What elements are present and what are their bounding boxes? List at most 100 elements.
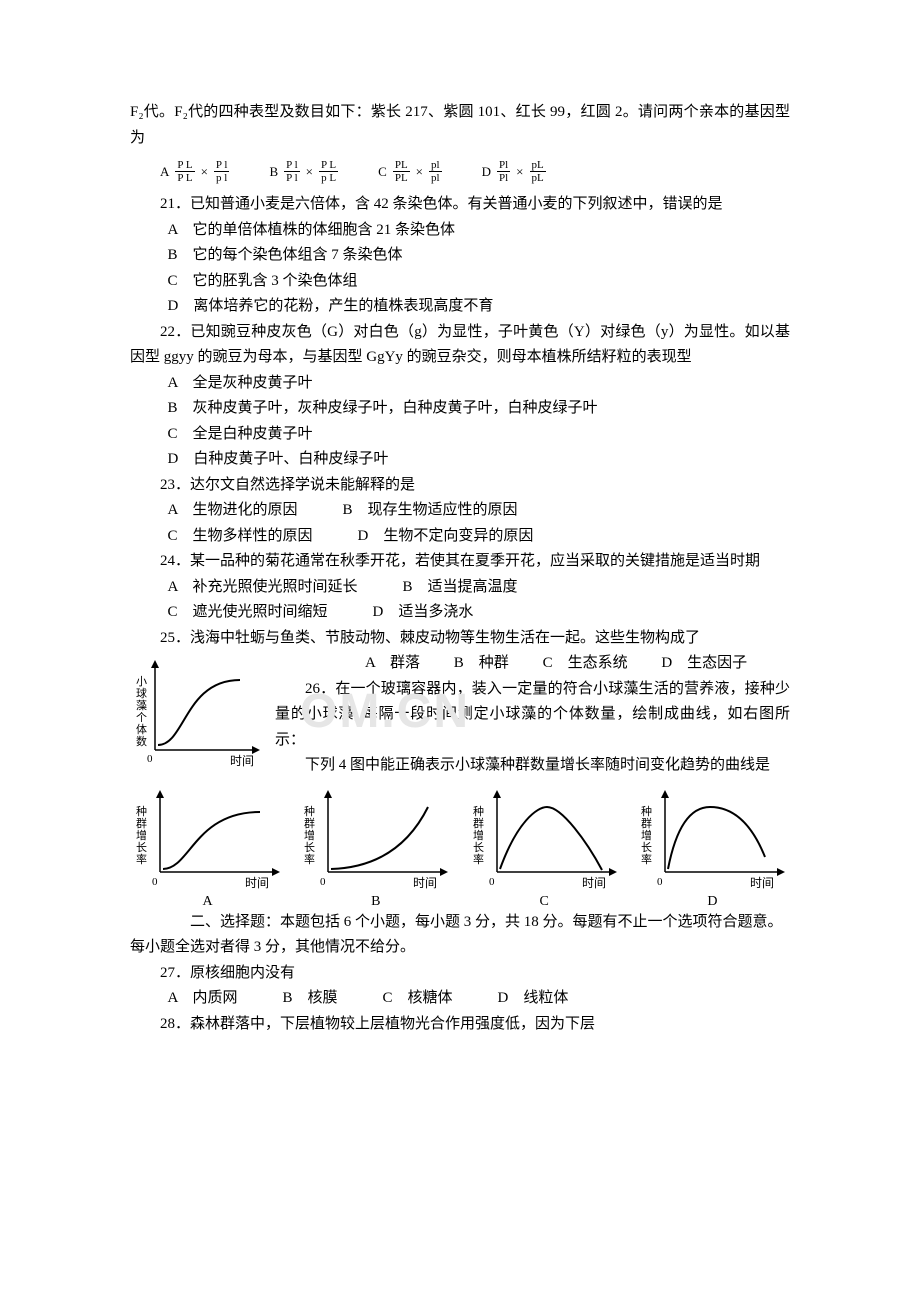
- svg-text:率: 率: [136, 852, 147, 866]
- mini-charts-row: 种 群 增 长 率 0 时间 A 种 群 增 长 率 0: [130, 787, 790, 910]
- q20-option-d: D Pl Pl × pL pL: [482, 159, 546, 184]
- q21-option-a: A 它的单倍体植株的体细胞含 21 条染色体: [130, 218, 790, 244]
- svg-text:长: 长: [304, 841, 315, 854]
- q24-row2: C 遮光使光照时间缩短 D 适当多浇水: [130, 600, 790, 626]
- q22-stem: 22．已知豌豆种皮灰色（G）对白色（g）为显性，子叶黄色（Y）对绿色（y）为显性…: [130, 320, 790, 371]
- q25-option-b: B 种群: [454, 655, 509, 671]
- q27-stem: 27．原核细胞内没有: [130, 961, 790, 987]
- svg-text:群: 群: [473, 816, 484, 830]
- svg-text:数: 数: [136, 735, 147, 748]
- q24-option-c: C 遮光使光照时间缩短: [168, 600, 328, 626]
- fraction: P L P L: [175, 159, 194, 184]
- q21-stem: 21．已知普通小麦是六倍体，含 42 条染色体。有关普通小麦的下列叙述中，错误的…: [130, 192, 790, 218]
- chart-b-caption: B: [371, 894, 380, 910]
- svg-text:时间: 时间: [750, 876, 774, 890]
- svg-text:种: 种: [136, 804, 147, 818]
- q25-option-d: D 生态因子: [661, 655, 747, 671]
- page: F₂代。F₂代的四种表型及数目如下：紫长 217、紫圆 101、红长 99，红圆…: [0, 0, 920, 1302]
- chart-b: 种 群 增 长 率 0 时间 B: [298, 787, 453, 910]
- q23-row1: A 生物进化的原因 B 现存生物适应性的原因: [130, 498, 790, 524]
- svg-text:率: 率: [641, 852, 652, 866]
- svg-text:时间: 时间: [413, 876, 437, 890]
- origin-label: 0: [147, 753, 153, 765]
- svg-text:球: 球: [136, 686, 147, 700]
- fraction: pl pl: [429, 159, 442, 184]
- svg-text:长: 长: [136, 841, 147, 854]
- svg-text:群: 群: [136, 816, 147, 830]
- x-axis-label: 时间: [230, 754, 254, 768]
- chart-a-caption: A: [202, 894, 212, 910]
- q23-option-a: A 生物进化的原因: [168, 498, 298, 524]
- svg-text:个: 个: [136, 711, 147, 724]
- cross-symbol: ×: [516, 164, 523, 180]
- q23-stem: 23．达尔文自然选择学说未能解释的是: [130, 473, 790, 499]
- q20-option-c: C PL PL × pl pl: [378, 159, 441, 184]
- chart-d-svg: 种 群 增 长 率 0 时间: [635, 787, 790, 892]
- q22-option-a: A 全是灰种皮黄子叶: [130, 371, 790, 397]
- svg-text:群: 群: [304, 816, 315, 830]
- svg-text:0: 0: [320, 876, 326, 888]
- q26-stem2: 下列 4 图中能正确表示小球藻种群数量增长率随时间变化趋势的曲线是: [265, 753, 790, 779]
- logistic-curve-icon: 小 球 藻 个 体 数 0 时间: [130, 655, 265, 770]
- q21-option-b: B 它的每个染色体组含 7 条染色体: [130, 243, 790, 269]
- label: D: [482, 164, 491, 180]
- q22-option-d: D 白种皮黄子叶、白种皮绿子叶: [130, 447, 790, 473]
- cross-symbol: ×: [306, 164, 313, 180]
- label: A: [160, 164, 169, 180]
- chart-d-caption: D: [707, 894, 717, 910]
- svg-text:藻: 藻: [136, 699, 147, 712]
- q27-option-c: C 核糖体: [383, 986, 453, 1012]
- svg-text:0: 0: [489, 876, 495, 888]
- q24-stem: 24．某一品种的菊花通常在秋季开花，若使其在夏季开花，应当采取的关键措施是适当时…: [130, 549, 790, 575]
- fraction: pL pL: [530, 159, 546, 184]
- chart-c-svg: 种 群 增 长 率 0 时间: [467, 787, 622, 892]
- q23-option-b: B 现存生物适应性的原因: [343, 498, 518, 524]
- q20-continuation: F₂代。F₂代的四种表型及数目如下：紫长 217、紫圆 101、红长 99，红圆…: [130, 100, 790, 151]
- label: C: [378, 164, 387, 180]
- q20-option-b: B P l P l × P L p L: [269, 159, 338, 184]
- svg-text:增: 增: [473, 828, 484, 842]
- q21-option-d: D 离体培养它的花粉，产生的植株表现高度不育: [130, 294, 790, 320]
- q28-stem: 28．森林群落中，下层植物较上层植物光合作用强度低，因为下层: [130, 1012, 790, 1038]
- fraction: P L p L: [319, 159, 338, 184]
- q25-stem: 25．浅海中牡蛎与鱼类、节肢动物、棘皮动物等生物生活在一起。这些生物构成了: [130, 626, 790, 652]
- q22-option-c: C 全是白种皮黄子叶: [130, 422, 790, 448]
- svg-text:长: 长: [641, 841, 652, 854]
- fraction: P l p l: [214, 159, 230, 184]
- q20-options-row: A P L P L × P l p l B P l P l × P L p L: [130, 159, 790, 184]
- svg-text:增: 增: [641, 828, 652, 842]
- q25-options: A 群落 B 种群 C 生态系统 D 生态因子: [265, 651, 790, 677]
- svg-text:长: 长: [473, 841, 484, 854]
- q24-row1: A 补充光照使光照时间延长 B 适当提高温度: [130, 575, 790, 601]
- section2-heading: 二、选择题：本题包括 6 个小题，每小题 3 分，共 18 分。每题有不止一个选…: [130, 910, 790, 961]
- svg-text:率: 率: [304, 852, 315, 866]
- fraction: P l P l: [284, 159, 300, 184]
- chart-a-svg: 种 群 增 长 率 0 时间: [130, 787, 285, 892]
- q21-option-c: C 它的胚乳含 3 个染色体组: [130, 269, 790, 295]
- svg-text:0: 0: [657, 876, 663, 888]
- svg-text:增: 增: [304, 828, 315, 842]
- q24-option-d: D 适当多浇水: [373, 600, 474, 626]
- q27-option-d: D 线粒体: [498, 986, 569, 1012]
- q20-option-a: A P L P L × P l p l: [160, 159, 229, 184]
- label: B: [269, 164, 278, 180]
- q27-options: A 内质网 B 核膜 C 核糖体 D 线粒体: [130, 986, 790, 1012]
- y-axis-label: 小: [136, 675, 147, 688]
- q23-option-c: C 生物多样性的原因: [168, 524, 313, 550]
- q23-row2: C 生物多样性的原因 D 生物不定向变异的原因: [130, 524, 790, 550]
- svg-text:时间: 时间: [245, 876, 269, 890]
- q25-option-c: C 生态系统: [543, 655, 628, 671]
- svg-text:体: 体: [136, 722, 147, 736]
- svg-text:时间: 时间: [582, 876, 606, 890]
- fraction: PL PL: [393, 159, 410, 184]
- q27-option-a: A 内质网: [168, 986, 238, 1012]
- svg-text:群: 群: [641, 816, 652, 830]
- svg-text:种: 种: [473, 804, 484, 818]
- chart-c-caption: C: [539, 894, 548, 910]
- svg-text:种: 种: [641, 804, 652, 818]
- q26-figure: 小 球 藻 个 体 数 0 时间: [130, 655, 265, 775]
- chart-c: 种 群 增 长 率 0 时间 C: [467, 787, 622, 910]
- chart-b-svg: 种 群 增 长 率 0 时间: [298, 787, 453, 892]
- chart-a: 种 群 增 长 率 0 时间 A: [130, 787, 285, 910]
- svg-text:率: 率: [473, 852, 484, 866]
